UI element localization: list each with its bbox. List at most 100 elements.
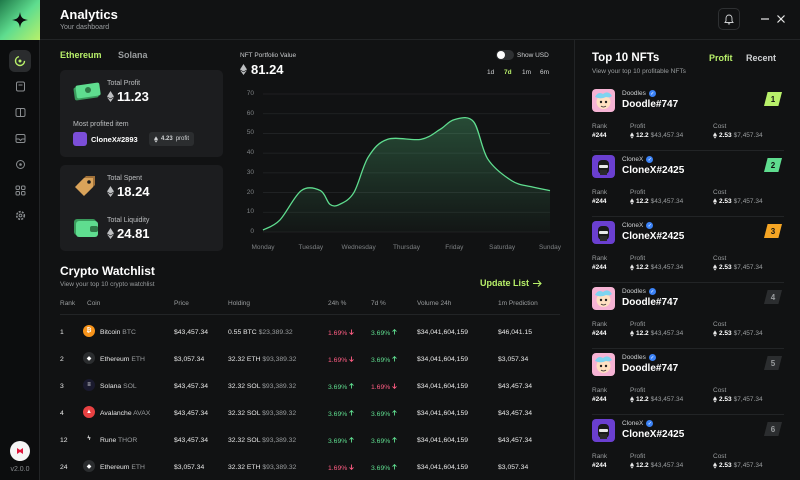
nft-collection: CloneX ✓	[622, 156, 654, 163]
most-profited-item[interactable]: CloneX#2893	[91, 135, 138, 144]
coin-cell: Ethereum ETH	[100, 356, 145, 363]
nft-name: Doodle#747	[622, 363, 679, 374]
nav-target[interactable]	[9, 153, 31, 175]
nav-apps[interactable]	[9, 179, 31, 201]
column-header[interactable]: 1m Prediction	[498, 300, 538, 307]
volume-cell: $34,041,604,159	[417, 410, 469, 417]
profit-eth: 12.2	[636, 132, 649, 139]
tab-solana[interactable]: Solana	[118, 50, 148, 60]
profit-usd: $43,457.34	[650, 330, 684, 337]
coin-cell: Avalanche AVAX	[100, 410, 150, 417]
eth-icon	[240, 64, 247, 75]
cost-eth: 2.53	[719, 198, 732, 205]
table-row[interactable]: 4 ▲ Avalanche AVAX $43,457.34 32.32 SOL …	[0, 401, 574, 428]
cost-usd: $7,457.34	[733, 132, 763, 139]
profit-usd: $43,457.34	[650, 264, 684, 271]
user-avatar[interactable]	[10, 441, 30, 461]
nft-card[interactable]: Doodles ✓ Doodle#747 4 Rank Profit Cost #…	[592, 287, 784, 353]
show-usd-toggle[interactable]	[496, 50, 514, 60]
change-24h-cell: 3.69%	[328, 409, 354, 418]
change-24h-value: 1.69%	[328, 465, 348, 472]
rank-badge: 5	[764, 356, 782, 370]
close-button[interactable]	[774, 12, 788, 26]
nft-card[interactable]: CloneX ✓ CloneX#2425 6 Rank Profit Cost #…	[592, 419, 784, 480]
range-1d[interactable]: 1d	[487, 69, 495, 76]
column-header[interactable]: 24h %	[328, 300, 347, 307]
prediction-cell: $43,457.34	[498, 410, 533, 417]
notifications-button[interactable]	[718, 8, 740, 30]
target-icon	[15, 159, 25, 169]
prediction-cell: $43,457.34	[498, 437, 533, 444]
table-row[interactable]: 12 ϟ Rune THOR $43,457.34 32.32 SOL $93,…	[0, 428, 574, 455]
coin-name: Solana	[100, 383, 122, 390]
eth-icon	[713, 198, 717, 205]
tab-profit[interactable]: Profit	[709, 53, 733, 63]
item-profit-suffix: profit	[175, 136, 190, 142]
minimize-button[interactable]	[758, 12, 772, 26]
total-profit-value: 11.23	[107, 89, 149, 104]
table-row[interactable]: 3 ≡ Solana SOL $43,457.34 32.32 SOL $93,…	[0, 374, 574, 401]
cost-value: 2.53 $7,457.34	[713, 198, 763, 205]
nft-card[interactable]: Doodles ✓ Doodle#747 5 Rank Profit Cost #…	[592, 353, 784, 419]
y-tick-label: 60	[246, 109, 254, 117]
x-tick-label: Thursday	[392, 244, 421, 251]
column-header[interactable]: Price	[174, 300, 189, 307]
cost-label: Cost	[713, 255, 727, 262]
eth-icon	[630, 462, 634, 469]
nft-collection: CloneX ✓	[622, 222, 654, 229]
range-7d[interactable]: 7d	[504, 69, 512, 76]
change-24h-value: 3.69%	[328, 384, 348, 391]
nft-name: Doodle#747	[622, 99, 679, 110]
table-row[interactable]: 1 ₿ Bitcoin BTC $43,457.34 0.55 BTC $23,…	[0, 320, 574, 347]
profit-card: Total Profit 11.23 Most profited item Cl…	[60, 70, 223, 157]
profit-label: Profit	[630, 321, 646, 328]
range-6m[interactable]: 6m	[540, 69, 550, 76]
volume-cell: $34,041,604,159	[417, 383, 469, 390]
tab-ethereum[interactable]: Ethereum	[60, 50, 102, 60]
column-header[interactable]: 7d %	[371, 300, 386, 307]
price-cell: $43,457.34	[174, 410, 209, 417]
column-header[interactable]: Holding	[228, 300, 251, 307]
holding-cell: 0.55 BTC $23,389.32	[228, 329, 293, 336]
nft-card[interactable]: CloneX ✓ CloneX#2425 3 Rank Profit Cost #…	[592, 221, 784, 287]
rank-value: #244	[592, 198, 607, 205]
price-cell: $3,057.34	[174, 464, 205, 471]
coin-name: Ethereum	[100, 464, 130, 471]
collection-name: CloneX	[622, 222, 644, 229]
table-row[interactable]: 24 ◆ Ethereum ETH $3,057.34 32.32 ETH $9…	[0, 455, 574, 480]
change-24h-cell: 3.69%	[328, 436, 354, 445]
nav-mail[interactable]	[9, 127, 31, 149]
column-header[interactable]: Rank	[60, 300, 76, 307]
arrow-up-icon	[392, 463, 397, 470]
total-liquidity-value: 24.81	[107, 226, 150, 241]
nft-collection: Doodles ✓	[622, 354, 656, 361]
app-logo[interactable]	[0, 0, 40, 40]
cost-value: 2.53 $7,457.34	[713, 132, 763, 139]
rank-cell: 12	[60, 437, 68, 444]
eth-icon	[630, 330, 634, 337]
nft-card[interactable]: CloneX ✓ CloneX#2425 2 Rank Profit Cost #…	[592, 155, 784, 221]
column-header[interactable]: Coin	[87, 300, 101, 307]
holding-amount: 32.32 ETH	[228, 356, 261, 363]
nav-settings[interactable]	[9, 204, 31, 226]
nft-card[interactable]: Doodles ✓ Doodle#747 1 Rank Profit Cost #…	[592, 89, 784, 155]
nav-portfolio[interactable]	[9, 101, 31, 123]
profit-label: Profit	[630, 453, 646, 460]
range-1m[interactable]: 1m	[522, 69, 532, 76]
update-list-button[interactable]: Update List	[480, 278, 542, 288]
rank-label: Rank	[592, 189, 608, 196]
change-7d-cell: 3.69%	[371, 463, 397, 472]
rank-cell: 24	[60, 464, 68, 471]
table-row[interactable]: 2 ◆ Ethereum ETH $3,057.34 32.32 ETH $93…	[0, 347, 574, 374]
show-usd-label: Show USD	[517, 52, 549, 59]
nav-dashboard[interactable]	[9, 50, 31, 72]
y-tick-label: 70	[246, 90, 254, 97]
change-24h-cell: 1.69%	[328, 464, 354, 472]
column-header[interactable]: Volume 24h	[417, 300, 452, 307]
verified-icon: ✓	[646, 420, 654, 427]
nav-documents[interactable]	[9, 75, 31, 97]
doodle-avatar-icon	[592, 353, 615, 376]
tab-recent[interactable]: Recent	[746, 53, 777, 63]
nft-collection: Doodles ✓	[622, 90, 656, 97]
rank-value: #244	[592, 132, 607, 139]
